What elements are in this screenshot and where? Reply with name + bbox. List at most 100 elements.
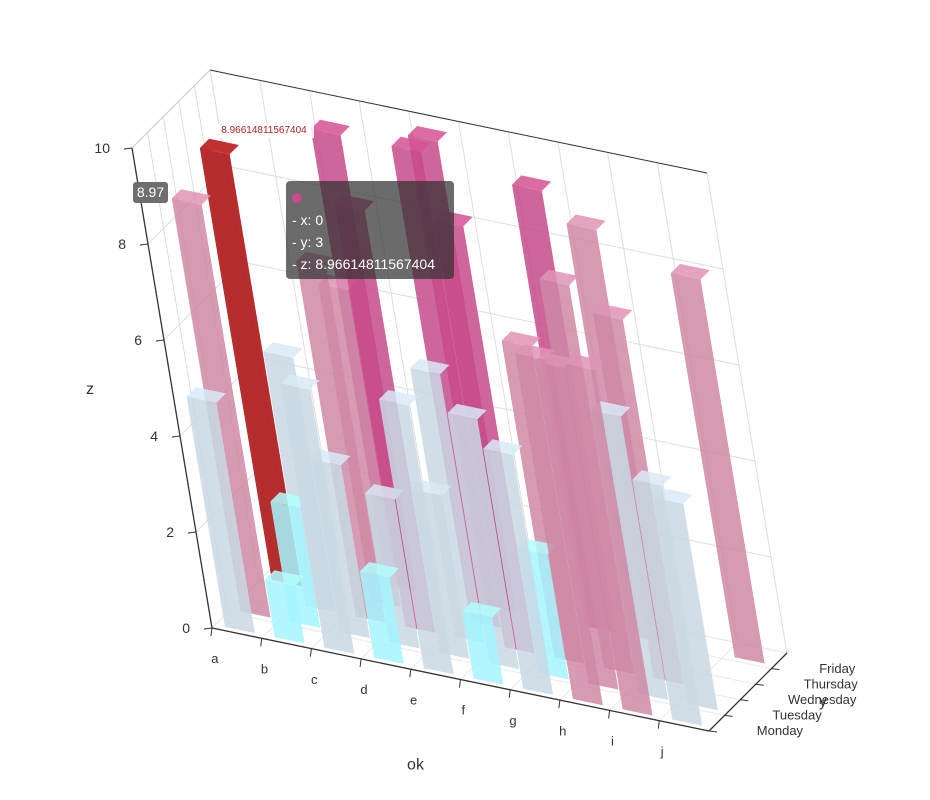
bar-top-face: [311, 449, 351, 466]
tooltip-z: - z: 8.96614811567404: [292, 256, 435, 272]
bar-top-face: [365, 484, 405, 500]
bar-top-face: [515, 344, 555, 360]
x-tick-label: c: [311, 672, 318, 687]
z-tick-mark: [139, 243, 149, 246]
bar-top-face: [310, 119, 350, 136]
bar-c-monday: [280, 374, 355, 654]
bar-top-face: [539, 269, 579, 286]
y-axis-name: y: [819, 693, 827, 710]
tooltip-x: - x: 0: [292, 212, 324, 228]
bar-front-face: [186, 396, 255, 634]
bar-top-face: [670, 263, 710, 280]
bar-a-monday: [186, 387, 255, 634]
x-tick-mark: [657, 720, 660, 729]
x-tick-label: h: [559, 723, 566, 738]
tooltip-series-marker: [292, 193, 302, 203]
tooltip-y: - y: 3: [292, 234, 324, 250]
x-tick-label: f: [462, 703, 466, 718]
z-tick-mark: [155, 339, 165, 342]
bar-h-monday: [515, 344, 603, 706]
bar-front-face: [515, 353, 603, 706]
x-tick-label: e: [410, 692, 417, 707]
bar-top-face: [359, 562, 399, 578]
axes: 0 2 4 6 8 10 a b c d e f g h i j MondayTuesdayWednesdayT…: [86, 140, 858, 774]
bars: [171, 119, 765, 726]
bar-e-monday: [379, 390, 454, 675]
bar-front-face: [483, 448, 554, 695]
bar-top-face: [566, 214, 606, 230]
z-axis-line: [131, 147, 213, 629]
x-tick-mark: [309, 648, 312, 657]
z-tick-label: 10: [94, 140, 110, 156]
box-edge: [131, 69, 211, 149]
y-tick-mark: [740, 699, 749, 702]
y-tick-label: Thursday: [804, 676, 859, 691]
bar-top-face: [171, 189, 211, 205]
bar-front-face: [565, 363, 653, 716]
bar-front-face: [410, 368, 485, 644]
x-tick-label: b: [261, 661, 268, 676]
bar-front-face: [265, 579, 305, 644]
bar-top-face: [391, 136, 431, 153]
y-tick-mark: [708, 730, 718, 733]
bar-front-face: [447, 413, 519, 669]
z-tick-mark: [203, 627, 213, 630]
bar-top-face: [412, 480, 452, 496]
bar-front-face: [632, 479, 703, 726]
x-tick-label: g: [509, 713, 516, 728]
bar-top-face: [593, 304, 633, 320]
bar-top-face: [462, 601, 502, 618]
y-tick-mark: [771, 668, 780, 671]
bar-f-monday: [462, 601, 504, 685]
bar-g-monday: [483, 439, 554, 695]
bar-front-face: [379, 399, 454, 675]
bar-j-monday: [632, 470, 703, 726]
bar-front-face: [199, 148, 302, 587]
back-wall-gridline: [706, 172, 788, 654]
x-tick-mark: [260, 638, 263, 647]
x-tick-mark: [459, 679, 461, 688]
x-tick-label: d: [360, 682, 367, 697]
bar-front-face: [270, 501, 321, 628]
bar-front-face: [280, 383, 355, 654]
bar-top-face: [565, 354, 605, 370]
bar-top-face: [410, 358, 450, 375]
bar-top-face: [186, 387, 226, 403]
x-axis-name: ok: [407, 757, 425, 774]
bar-f-tuesday: [447, 403, 519, 669]
x-tick-mark: [558, 700, 561, 709]
x-tick-label: j: [660, 744, 664, 759]
y-axis-line: [708, 652, 788, 732]
bar-j-friday: [670, 263, 765, 664]
x-tick-mark: [210, 627, 213, 637]
bar-front-face: [296, 261, 386, 623]
bar-top-face: [518, 539, 558, 555]
bar-top-face: [379, 390, 419, 406]
bar-front-face: [171, 198, 271, 618]
box-edge: [209, 69, 708, 174]
bar-d-monday: [359, 562, 404, 664]
z-axis-pointer-label: 8.97: [133, 182, 168, 203]
bar-top-face: [407, 126, 447, 142]
bar-top-face: [512, 175, 552, 191]
bar-top-face: [632, 470, 672, 486]
highlighted-bar-value-label: 8.96614811567404: [214, 124, 314, 138]
bar-i-monday: [565, 354, 653, 716]
z-tick-label: 4: [150, 428, 158, 444]
z-axis-name: z: [86, 381, 94, 398]
tooltip: - x: 0 - y: 3 - z: 8.96614811567404: [286, 181, 454, 279]
x-tick-mark: [409, 669, 412, 678]
bar-top-face: [199, 138, 239, 155]
bar-b-monday: [265, 570, 305, 644]
z-tick-label: 8: [118, 236, 126, 252]
bar-top-face: [447, 403, 487, 420]
x-tick-label: i: [611, 734, 614, 749]
x-tick-label: a: [211, 651, 219, 666]
bar-top-face: [653, 488, 693, 504]
back-wall-gridline: [458, 121, 539, 602]
bar-front-face: [359, 571, 404, 664]
y-tick-label: Tuesday: [772, 708, 822, 723]
z-tick-mark: [187, 531, 197, 534]
